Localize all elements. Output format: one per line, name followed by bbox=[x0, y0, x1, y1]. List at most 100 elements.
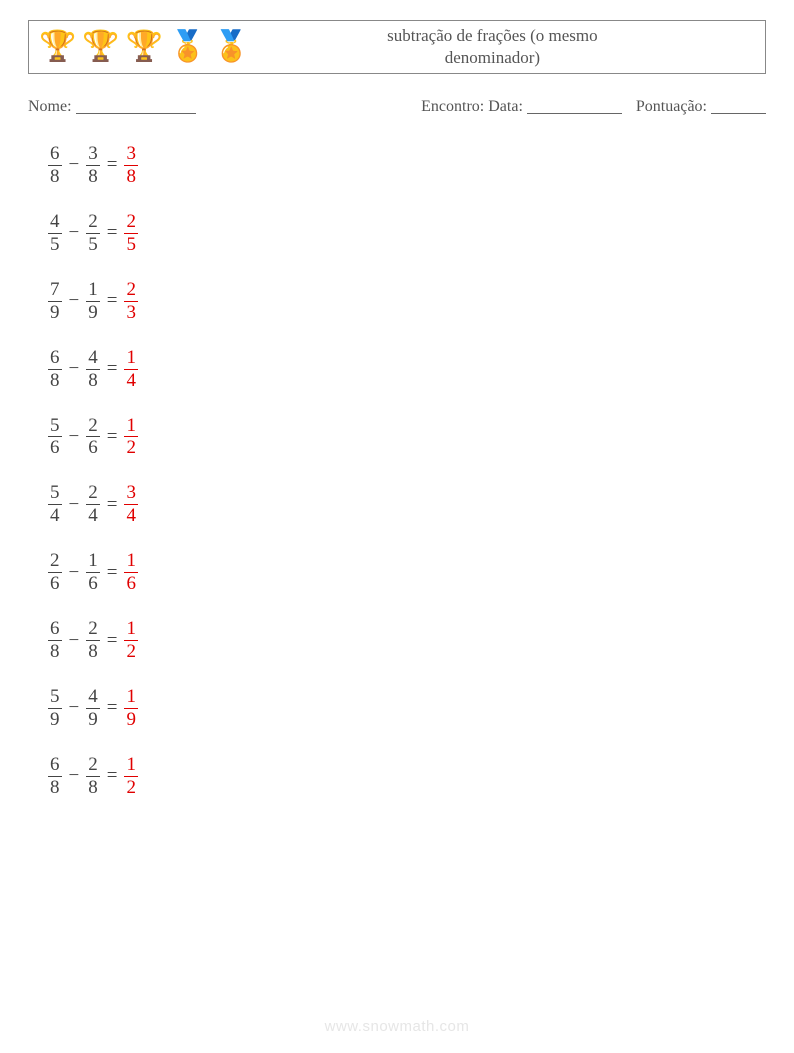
date-field: Encontro: Data: bbox=[421, 94, 622, 116]
numerator: 2 bbox=[86, 416, 100, 436]
fraction-answer: 19 bbox=[124, 687, 138, 730]
problem-row: 56−26=12 bbox=[48, 416, 766, 459]
fraction-operand-b: 38 bbox=[86, 144, 100, 187]
denominator: 8 bbox=[86, 371, 100, 391]
fraction-operand-b: 25 bbox=[86, 212, 100, 255]
denominator: 6 bbox=[48, 574, 62, 594]
fraction-operand-b: 48 bbox=[86, 348, 100, 391]
equals-operator: = bbox=[107, 290, 118, 312]
equals-operator: = bbox=[107, 697, 118, 719]
minus-operator: − bbox=[69, 154, 80, 176]
numerator: 6 bbox=[48, 348, 62, 368]
denominator: 5 bbox=[48, 235, 62, 255]
numerator: 1 bbox=[124, 687, 138, 707]
fraction-answer: 16 bbox=[124, 551, 138, 594]
denominator: 8 bbox=[86, 167, 100, 187]
fraction-answer: 12 bbox=[124, 416, 138, 459]
fraction-operand-b: 28 bbox=[86, 619, 100, 662]
equals-operator: = bbox=[107, 154, 118, 176]
score-blank[interactable] bbox=[711, 97, 766, 114]
problem-row: 45−25=25 bbox=[48, 212, 766, 255]
equals-operator: = bbox=[107, 426, 118, 448]
worksheet-page: 🏆 🏆 🏆 🏅 🏅 subtração de frações (o mesmo … bbox=[0, 0, 794, 1053]
problem-list: 68−38=3845−25=2579−19=2368−48=1456−26=12… bbox=[48, 144, 766, 798]
denominator: 8 bbox=[48, 778, 62, 798]
denominator: 9 bbox=[48, 303, 62, 323]
fraction-operand-a: 68 bbox=[48, 619, 62, 662]
denominator: 8 bbox=[86, 778, 100, 798]
numerator: 6 bbox=[48, 755, 62, 775]
denominator: 5 bbox=[86, 235, 100, 255]
name-blank[interactable] bbox=[76, 97, 196, 114]
denominator: 6 bbox=[86, 574, 100, 594]
equals-operator: = bbox=[107, 630, 118, 652]
score-label: Pontuação: bbox=[636, 98, 707, 115]
name-label: Nome: bbox=[28, 98, 72, 115]
numerator: 2 bbox=[86, 619, 100, 639]
fraction-operand-b: 49 bbox=[86, 687, 100, 730]
denominator: 6 bbox=[124, 574, 138, 594]
denominator: 4 bbox=[86, 506, 100, 526]
numerator: 3 bbox=[86, 144, 100, 164]
numerator: 6 bbox=[48, 144, 62, 164]
numerator: 2 bbox=[124, 280, 138, 300]
header-box: 🏆 🏆 🏆 🏅 🏅 subtração de frações (o mesmo … bbox=[28, 20, 766, 74]
minus-operator: − bbox=[69, 290, 80, 312]
numerator: 5 bbox=[48, 416, 62, 436]
info-row: Nome: Encontro: Data: Pontuação: bbox=[28, 94, 766, 116]
fraction-operand-b: 26 bbox=[86, 416, 100, 459]
numerator: 5 bbox=[48, 687, 62, 707]
numerator: 2 bbox=[86, 483, 100, 503]
medal-icon: 🏅 bbox=[169, 32, 206, 62]
fraction-operand-b: 16 bbox=[86, 551, 100, 594]
trophy-icon: 🏆 bbox=[82, 32, 119, 62]
trophy-icon: 🏆 bbox=[39, 32, 76, 62]
equals-operator: = bbox=[107, 765, 118, 787]
denominator: 2 bbox=[124, 438, 138, 458]
fraction-answer: 14 bbox=[124, 348, 138, 391]
minus-operator: − bbox=[69, 765, 80, 787]
problem-row: 54−24=34 bbox=[48, 483, 766, 526]
numerator: 1 bbox=[124, 619, 138, 639]
numerator: 4 bbox=[86, 348, 100, 368]
minus-operator: − bbox=[69, 562, 80, 584]
fraction-answer: 34 bbox=[124, 483, 138, 526]
numerator: 3 bbox=[124, 144, 138, 164]
worksheet-title: subtração de frações (o mesmo denominado… bbox=[250, 25, 755, 69]
problem-row: 26−16=16 bbox=[48, 551, 766, 594]
denominator: 6 bbox=[48, 438, 62, 458]
denominator: 8 bbox=[48, 642, 62, 662]
minus-operator: − bbox=[69, 494, 80, 516]
fraction-operand-b: 19 bbox=[86, 280, 100, 323]
denominator: 5 bbox=[124, 235, 138, 255]
numerator: 6 bbox=[48, 619, 62, 639]
numerator: 2 bbox=[48, 551, 62, 571]
denominator: 8 bbox=[86, 642, 100, 662]
denominator: 6 bbox=[86, 438, 100, 458]
fraction-operand-b: 28 bbox=[86, 755, 100, 798]
fraction-operand-b: 24 bbox=[86, 483, 100, 526]
numerator: 4 bbox=[86, 687, 100, 707]
numerator: 1 bbox=[124, 551, 138, 571]
problem-row: 68−28=12 bbox=[48, 619, 766, 662]
equals-operator: = bbox=[107, 358, 118, 380]
minus-operator: − bbox=[69, 358, 80, 380]
denominator: 2 bbox=[124, 642, 138, 662]
numerator: 1 bbox=[86, 551, 100, 571]
numerator: 2 bbox=[86, 212, 100, 232]
numerator: 5 bbox=[48, 483, 62, 503]
fraction-operand-a: 59 bbox=[48, 687, 62, 730]
numerator: 2 bbox=[86, 755, 100, 775]
minus-operator: − bbox=[69, 222, 80, 244]
medal-icon: 🏅 bbox=[212, 32, 249, 62]
trophy-row: 🏆 🏆 🏆 🏅 🏅 bbox=[39, 32, 250, 62]
numerator: 4 bbox=[48, 212, 62, 232]
minus-operator: − bbox=[69, 630, 80, 652]
denominator: 8 bbox=[48, 371, 62, 391]
denominator: 9 bbox=[48, 710, 62, 730]
fraction-answer: 12 bbox=[124, 619, 138, 662]
fraction-operand-a: 45 bbox=[48, 212, 62, 255]
date-blank[interactable] bbox=[527, 97, 622, 114]
fraction-operand-a: 68 bbox=[48, 144, 62, 187]
numerator: 1 bbox=[124, 348, 138, 368]
